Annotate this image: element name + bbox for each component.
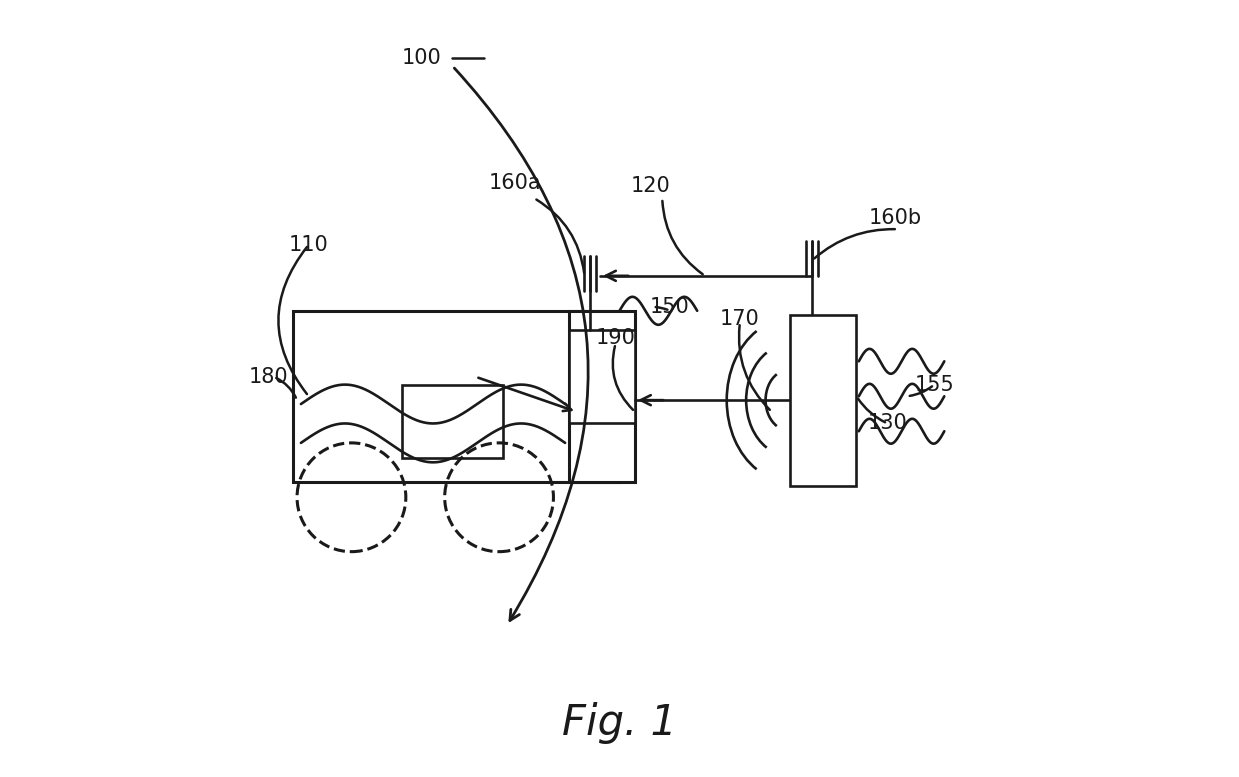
Text: 160a: 160a [488,172,541,193]
Text: 150: 150 [650,297,690,317]
Bar [401,385,503,458]
Text: 100: 100 [401,48,441,68]
Bar [294,311,620,482]
Text: 170: 170 [720,308,760,329]
Bar [569,330,636,423]
Bar [790,315,856,486]
Text: 120: 120 [631,176,670,197]
Bar [569,311,636,482]
Text: 160b: 160b [869,207,922,228]
Text: 155: 155 [914,375,954,395]
Text: 110: 110 [289,235,328,255]
Text: 180: 180 [249,367,289,387]
Text: Fig. 1: Fig. 1 [563,702,676,744]
Text: 190: 190 [596,328,636,348]
Text: 130: 130 [867,413,907,434]
